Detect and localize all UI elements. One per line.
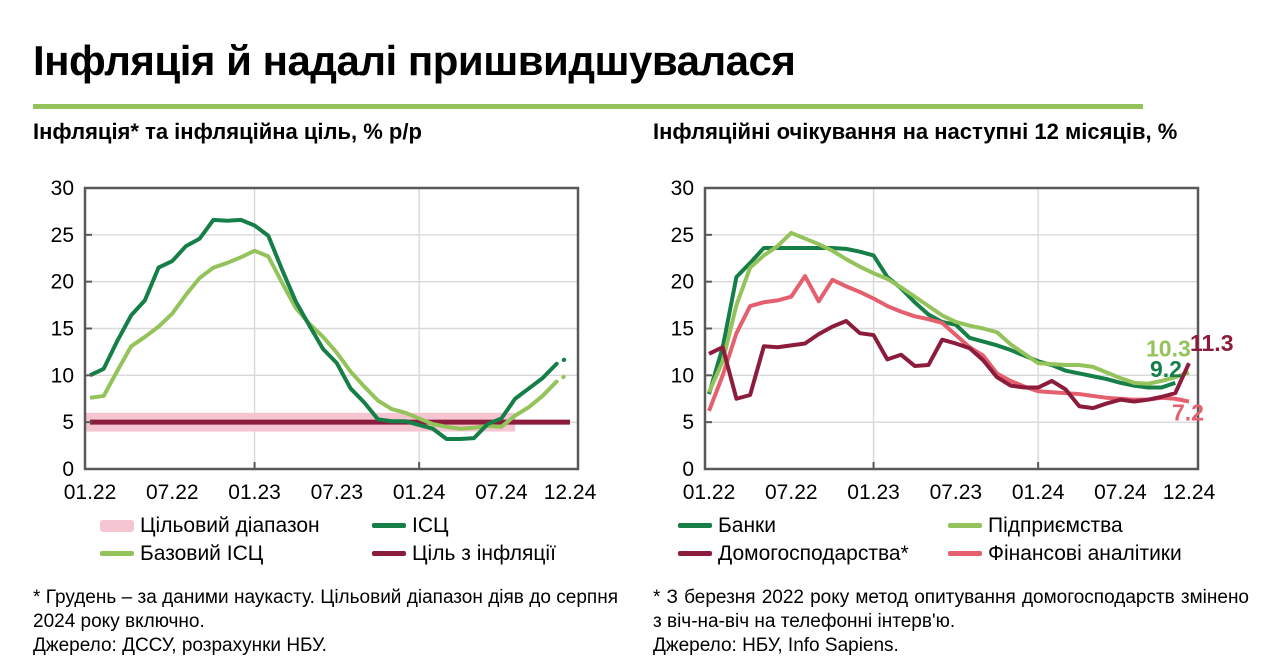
y-axis-label: 15 xyxy=(51,318,74,341)
page-title: Інфляція й надалі пришвидшувалася xyxy=(33,37,796,85)
footnote-text: * Грудень – за даними наукасту. Цільовий… xyxy=(33,587,618,632)
accent-divider xyxy=(33,104,1143,109)
y-axis-label: 30 xyxy=(51,177,74,200)
x-axis-label: 01.22 xyxy=(64,481,117,504)
legend-label: Ціль з інфляції xyxy=(412,541,556,565)
legend-row: Базовий ІСЦ Ціль з інфляції xyxy=(100,540,556,567)
banks-line-swatch xyxy=(678,523,712,528)
legend-row: Домогосподарства* Фінансові аналітики xyxy=(678,540,1182,567)
target-band-swatch xyxy=(100,519,134,532)
legend-item-banks: Банки xyxy=(678,514,948,538)
legend-item-inflation-target: Ціль з інфляції xyxy=(372,542,556,566)
left-chart-title: Інфляція* та інфляційна ціль, % р/р xyxy=(33,119,422,144)
series-end-value-label: 11.3 xyxy=(1190,330,1234,356)
legend-label: ІСЦ xyxy=(412,513,449,537)
y-axis-label: 20 xyxy=(671,271,694,294)
x-axis-label: 07.23 xyxy=(311,481,364,504)
x-axis-label: 12.24 xyxy=(1163,481,1216,504)
source-text: Джерело: ДССУ, розрахунки НБУ. xyxy=(33,635,327,656)
x-axis-label: 01.22 xyxy=(683,481,736,504)
legend-item-households: Домогосподарства* xyxy=(678,542,948,566)
legend-item-financial-analysts: Фінансові аналітики xyxy=(948,542,1182,566)
analysts-line-swatch xyxy=(948,551,982,556)
legend-label: Цільовий діапазон xyxy=(140,513,320,537)
x-axis-label: 07.22 xyxy=(765,481,818,504)
series-line xyxy=(707,274,1190,412)
x-axis-label: 07.24 xyxy=(1094,481,1147,504)
footnote-text: * З березня 2022 року метод опитування д… xyxy=(653,587,1249,632)
legend-item-businesses: Підприємства xyxy=(948,514,1182,538)
series-line xyxy=(89,217,558,442)
x-axis-label: 07.24 xyxy=(475,481,528,504)
legend-label: Банки xyxy=(718,513,776,537)
target-line-swatch xyxy=(372,551,406,556)
y-axis-label: 25 xyxy=(671,224,694,247)
legend-row: Цільовий діапазон ІСЦ xyxy=(100,512,556,539)
y-axis-label: 0 xyxy=(62,458,74,481)
businesses-line-swatch xyxy=(948,523,982,528)
x-axis-label: 01.24 xyxy=(393,481,446,504)
series-dotted-tail xyxy=(554,354,572,367)
legend-label: Базовий ІСЦ xyxy=(140,541,264,565)
x-axis-label: 12.24 xyxy=(544,481,597,504)
x-axis-label: 01.23 xyxy=(847,481,900,504)
legend-item-target-band: Цільовий діапазон xyxy=(100,514,372,538)
y-axis-label: 10 xyxy=(671,364,694,387)
source-text: Джерело: НБУ, Info Sapiens. xyxy=(653,635,899,656)
y-axis-label: 20 xyxy=(51,271,74,294)
legend-row: Банки Підприємства xyxy=(678,512,1182,539)
households-line-swatch xyxy=(678,551,712,556)
left-chart-legend: Цільовий діапазон ІСЦ Базовий ІСЦ Ціль з… xyxy=(100,512,556,568)
cpi-line-swatch xyxy=(372,523,406,528)
y-axis-label: 30 xyxy=(671,177,694,200)
inflation-chart: 0 5 10 15 20 25 30 01.22 07.22 01.23 07.23 01.24 07.… xyxy=(51,177,597,504)
right-chart-legend: Банки Підприємства Домогосподарства* Фін… xyxy=(678,512,1182,568)
right-chart-footnote: * З березня 2022 року метод опитування д… xyxy=(653,586,1249,658)
x-axis-label: 07.23 xyxy=(930,481,983,504)
legend-item-cpi: ІСЦ xyxy=(372,514,556,538)
series-dotted-tail xyxy=(554,370,572,384)
series-end-value-label: 9.2 xyxy=(1150,356,1182,382)
series-end-value-label: 7.2 xyxy=(1172,400,1204,426)
core-cpi-line-swatch xyxy=(100,551,134,556)
y-axis-label: 15 xyxy=(671,318,694,341)
x-axis-label: 07.22 xyxy=(146,481,199,504)
legend-label: Домогосподарства* xyxy=(718,541,909,565)
expectations-chart: 0 5 10 15 20 25 30 01.22 07.22 01.23 07.23 01.24 07.… xyxy=(671,177,1234,504)
series-line xyxy=(89,248,558,431)
y-axis-label: 5 xyxy=(682,411,694,434)
legend-label: Підприємства xyxy=(988,513,1123,537)
y-axis-label: 5 xyxy=(62,411,74,434)
series-line xyxy=(707,230,1190,394)
right-chart-title: Інфляційні очікування на наступні 12 міс… xyxy=(653,119,1178,144)
series-end-value-label: 10.3 xyxy=(1146,336,1191,362)
x-axis-label: 01.23 xyxy=(228,481,281,504)
y-axis-label: 10 xyxy=(51,364,74,387)
y-axis-label: 25 xyxy=(51,224,74,247)
x-axis-label: 01.24 xyxy=(1012,481,1065,504)
legend-label: Фінансові аналітики xyxy=(988,541,1182,565)
series-line xyxy=(708,319,1191,411)
legend-item-core-cpi: Базовий ІСЦ xyxy=(100,542,372,566)
left-chart-footnote: * Грудень – за даними наукасту. Цільовий… xyxy=(33,586,618,658)
y-axis-label: 0 xyxy=(682,458,694,481)
